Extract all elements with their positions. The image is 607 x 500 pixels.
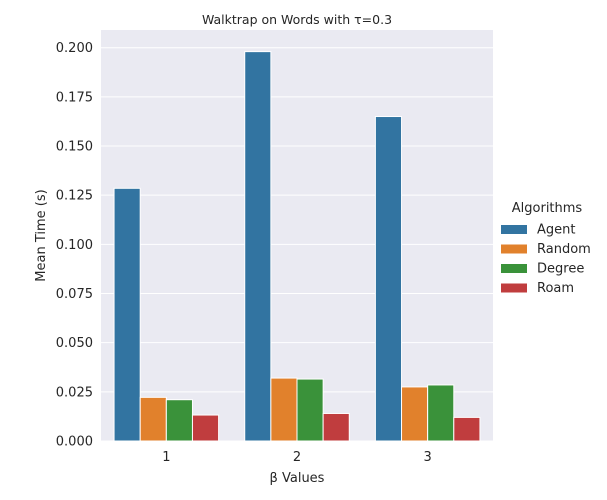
bar-roam-1 xyxy=(191,414,220,442)
legend-swatch xyxy=(501,244,527,254)
y-tick-label: 0.100 xyxy=(56,238,93,253)
legend-label: Roam xyxy=(537,281,574,296)
x-axis: 1 2 3 xyxy=(162,450,432,465)
bar-roam-2 xyxy=(322,412,350,442)
legend-title: Algorithms xyxy=(512,201,583,216)
bar-agent-3 xyxy=(374,116,403,442)
bar-random-1 xyxy=(139,396,167,442)
bar-degree-3 xyxy=(427,384,455,442)
bar-agent-2 xyxy=(244,51,272,442)
x-tick-label: 2 xyxy=(293,450,301,465)
plot-background xyxy=(101,30,493,441)
y-tick-label: 0.050 xyxy=(56,336,93,351)
legend-label: Degree xyxy=(537,262,584,277)
x-tick-label: 3 xyxy=(424,450,432,465)
x-tick-label: 1 xyxy=(162,450,170,465)
legend-swatch xyxy=(501,283,527,293)
y-tick-label: 0.200 xyxy=(56,41,93,56)
chart-title: Walktrap on Words with τ=0.3 xyxy=(202,12,392,27)
legend-label: Agent xyxy=(537,223,575,238)
bar-degree-1 xyxy=(165,399,193,442)
bar-degree-2 xyxy=(296,378,324,442)
bar-agent-1 xyxy=(113,187,141,442)
bar-roam-3 xyxy=(453,416,481,442)
y-tick-label: 0.025 xyxy=(56,385,93,400)
y-tick-label: 0.075 xyxy=(56,287,93,302)
y-tick-label: 0.125 xyxy=(56,189,93,204)
legend: Algorithms Agent Random Degree Roam xyxy=(501,201,591,296)
legend-swatch xyxy=(501,264,527,273)
y-axis-title: Mean Time (s) xyxy=(34,189,49,281)
y-axis: 0.000 0.025 0.050 0.075 0.100 0.125 0.150 0.175… xyxy=(56,41,93,449)
bar-random-3 xyxy=(401,386,429,442)
y-tick-label: 0.175 xyxy=(56,90,93,105)
legend-swatch xyxy=(501,225,527,234)
legend-label: Random xyxy=(537,242,591,257)
bars xyxy=(113,51,481,442)
bar-random-2 xyxy=(270,377,298,442)
x-axis-title: β Values xyxy=(270,471,325,486)
y-tick-label: 0.150 xyxy=(56,140,93,155)
y-tick-label: 0.000 xyxy=(56,435,93,450)
